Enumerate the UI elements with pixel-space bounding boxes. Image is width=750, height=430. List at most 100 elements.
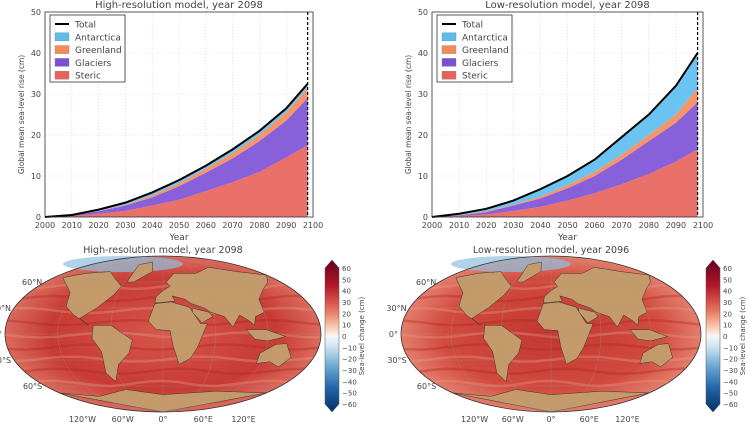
colorbar-scale (324, 259, 340, 413)
y-tick-label: 0 (423, 213, 428, 222)
colorbar-tick-label: 30 (723, 299, 732, 307)
legend-swatch (54, 32, 70, 41)
graticule-lon (550, 255, 652, 413)
x-tick-label: 2080 (639, 221, 659, 230)
x-tick-label: 2100 (303, 221, 323, 230)
x-tick-label: 2010 (449, 221, 469, 230)
lat-label: 60°S (23, 382, 42, 391)
colorbar-label: Sea-level change (cm) (358, 296, 366, 375)
x-tick-label: 2030 (503, 221, 523, 230)
area-steric (432, 149, 698, 217)
colorbar-tick-label: −20 (723, 356, 738, 364)
legend-label: Greenland (462, 46, 509, 56)
lon-label: 60°E (580, 415, 599, 424)
legend-swatch (441, 70, 457, 80)
graticule-lon (550, 255, 602, 413)
arctic-region (63, 256, 183, 272)
total-line (44, 83, 309, 218)
plot-frame (431, 11, 704, 218)
x-tick-label: 2020 (88, 221, 108, 230)
x-tick-label: 2090 (276, 221, 296, 230)
colorbar-tick-label: −30 (723, 367, 738, 375)
colorbar-tick-label: 40 (342, 288, 351, 296)
legend-swatch (54, 58, 70, 67)
lat-label: 60°N (22, 278, 42, 287)
colorbar-tick-label: −30 (342, 367, 357, 375)
map-frame (4, 255, 322, 413)
colorbar-tick-label: 20 (342, 310, 351, 318)
lon-label: 0° (546, 415, 555, 424)
colorbar: 60 50 40 30 20 10 0 −10 −20 −30 −40 −50 −60 Sea-level… (324, 259, 366, 413)
lon-label: 60°W (502, 415, 524, 424)
legend-label: Antarctica (462, 33, 508, 43)
land-arabia (578, 307, 599, 324)
land-australia (256, 343, 292, 368)
colorbar-tick-label: −20 (342, 356, 357, 364)
total-line (431, 52, 699, 218)
colorbar-tick-label: −40 (723, 378, 738, 386)
x-tick-label: 2000 (35, 221, 55, 230)
colorbar-scale (705, 259, 721, 413)
colorbar-tick-label: 50 (342, 276, 351, 284)
plot-frame (44, 11, 314, 218)
land-north-america (62, 271, 122, 326)
land-indonesia (245, 329, 287, 342)
chart-title: Low-resolution model, year 2098 (485, 0, 650, 11)
map-1: Low-resolution model, year 2096 60°N 30°N 0… (386, 245, 747, 424)
colorbar: 60 50 40 30 20 10 0 −10 −20 −30 −40 −50 −60 Sea-level… (705, 259, 747, 413)
x-tick-label: 2070 (612, 221, 632, 230)
y-tick-label: 20 (31, 131, 41, 140)
colorbar-tick-label: 60 (342, 265, 351, 273)
map-frame (400, 255, 702, 413)
land-eurasia (543, 267, 651, 328)
x-tick-label: 2030 (115, 221, 135, 230)
y-tick-label: 50 (31, 8, 41, 17)
legend: Total Antarctica Greenland Glaciers Steric (436, 14, 513, 83)
lat-label: 30°N (386, 304, 406, 313)
x-axis-label: Year (557, 233, 577, 243)
x-tick-label: 2070 (222, 221, 242, 230)
map-0: High-resolution model, year 2098 60°N 30°N… (0, 245, 366, 424)
x-tick-label: 2080 (249, 221, 269, 230)
colorbar-tick-label: −10 (342, 344, 357, 352)
legend-swatch (441, 45, 457, 54)
land-eurasia (154, 267, 268, 328)
graticule-lon (110, 255, 164, 413)
legend-label: Total (74, 21, 96, 31)
y-tick-label: 30 (31, 90, 41, 99)
graticule-lon (450, 255, 552, 413)
colorbar-tick-label: 10 (723, 322, 732, 330)
map-title: High-resolution model, year 2098 (83, 245, 242, 256)
lat-label: 60°S (417, 382, 436, 391)
lat-label: 0° (389, 330, 398, 339)
land-arabia (191, 307, 214, 324)
lat-label: 30°N (0, 304, 11, 313)
area-glaciers (432, 102, 698, 217)
map-title: Low-resolution model, year 2096 (473, 245, 629, 256)
lon-label: 120°W (69, 415, 96, 424)
colorbar-tick-label: 0 (342, 333, 346, 341)
y-tick-label: 40 (31, 49, 41, 58)
colorbar-tick-label: −60 (723, 401, 738, 409)
y-tick-label: 0 (36, 213, 41, 222)
x-tick-label: 2010 (62, 221, 82, 230)
x-tick-label: 2050 (557, 221, 577, 230)
x-tick-label: 2050 (169, 221, 189, 230)
colorbar-label: Sea-level change (cm) (739, 296, 747, 375)
colorbar-tick-label: −10 (723, 344, 738, 352)
colorbar-tick-label: −50 (342, 390, 357, 398)
legend-label: Glaciers (75, 59, 112, 69)
area-glaciers (45, 98, 308, 217)
legend-swatch (54, 70, 70, 80)
x-tick-label: 2060 (196, 221, 216, 230)
graticule-lon (57, 255, 164, 413)
y-axis-label: Global mean sea-level rise (cm) (17, 55, 26, 174)
y-tick-label: 40 (418, 49, 428, 58)
legend-swatch (441, 32, 457, 41)
lon-label: 120°E (231, 415, 255, 424)
x-tick-label: 2020 (476, 221, 496, 230)
graticule-lon (162, 255, 269, 413)
legend-label: Steric (75, 72, 101, 82)
colorbar-tick-label: 60 (723, 265, 732, 273)
